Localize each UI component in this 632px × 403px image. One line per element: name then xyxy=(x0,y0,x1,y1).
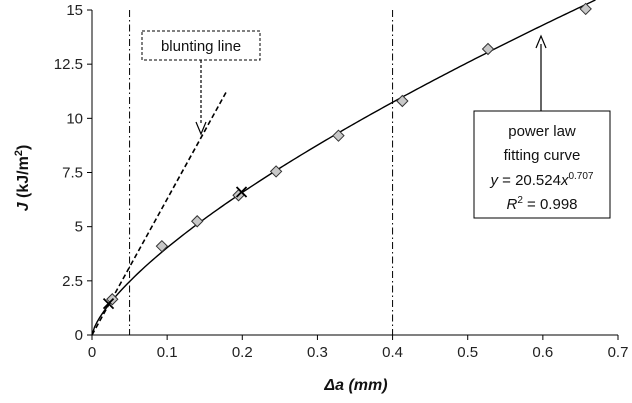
data-point xyxy=(269,165,283,178)
data-point xyxy=(332,129,345,142)
fit-curve xyxy=(91,0,596,336)
fit-label-box xyxy=(473,110,611,219)
blunting-line-group xyxy=(91,89,228,336)
intersection-points xyxy=(102,186,248,310)
y-tick-label: 2.5 xyxy=(62,273,83,290)
fit-label-line1: power law xyxy=(508,123,576,140)
x-tick-label: 0.3 xyxy=(307,344,328,361)
y-tick-label: 5 xyxy=(75,219,83,236)
fit-curve-group xyxy=(91,0,596,336)
blunting-line xyxy=(91,89,228,336)
exclusion-lines xyxy=(129,10,394,335)
ticks: 0 0.1 0.2 0.3 0.4 0.5 0.6 0.7 0 2.5 5 7.5 10 12.5 15 xyxy=(54,2,629,361)
x-tick-label: 0.6 xyxy=(532,344,553,361)
y-tick-label: 12.5 xyxy=(54,56,83,73)
data-point xyxy=(190,215,204,228)
blunting-arrow-head xyxy=(195,121,207,136)
blunting-label: blunting line xyxy=(161,38,241,55)
x-tick-label: 0.1 xyxy=(157,344,178,361)
x-axis-title: Δa (mm) xyxy=(323,377,387,394)
y-tick-label: 7.5 xyxy=(62,165,83,182)
y-tick-label: 0 xyxy=(75,327,83,344)
y-tick-label: 15 xyxy=(66,2,83,19)
fit-r-squared: R2 = 0.998 xyxy=(506,195,577,213)
x-tick-label: 0.5 xyxy=(457,344,478,361)
x-tick-label: 0 xyxy=(88,344,96,361)
intersection-point xyxy=(235,186,248,198)
fit-equation: y = 20.524x0.707 xyxy=(489,171,593,189)
x-tick-label: 0.2 xyxy=(232,344,253,361)
data-point xyxy=(481,42,495,56)
y-axis-title: J (kJ/m2) xyxy=(13,145,32,212)
data-point xyxy=(155,239,169,253)
y-tick-label: 10 xyxy=(66,110,83,127)
data-point xyxy=(579,2,592,16)
fit-label-line2: fitting curve xyxy=(504,147,581,164)
x-tick-label: 0.4 xyxy=(382,344,403,361)
intersection-point xyxy=(102,297,115,310)
data-point xyxy=(396,94,409,108)
x-tick-label: 0.7 xyxy=(608,344,629,361)
fit-arrow-head xyxy=(535,34,547,49)
